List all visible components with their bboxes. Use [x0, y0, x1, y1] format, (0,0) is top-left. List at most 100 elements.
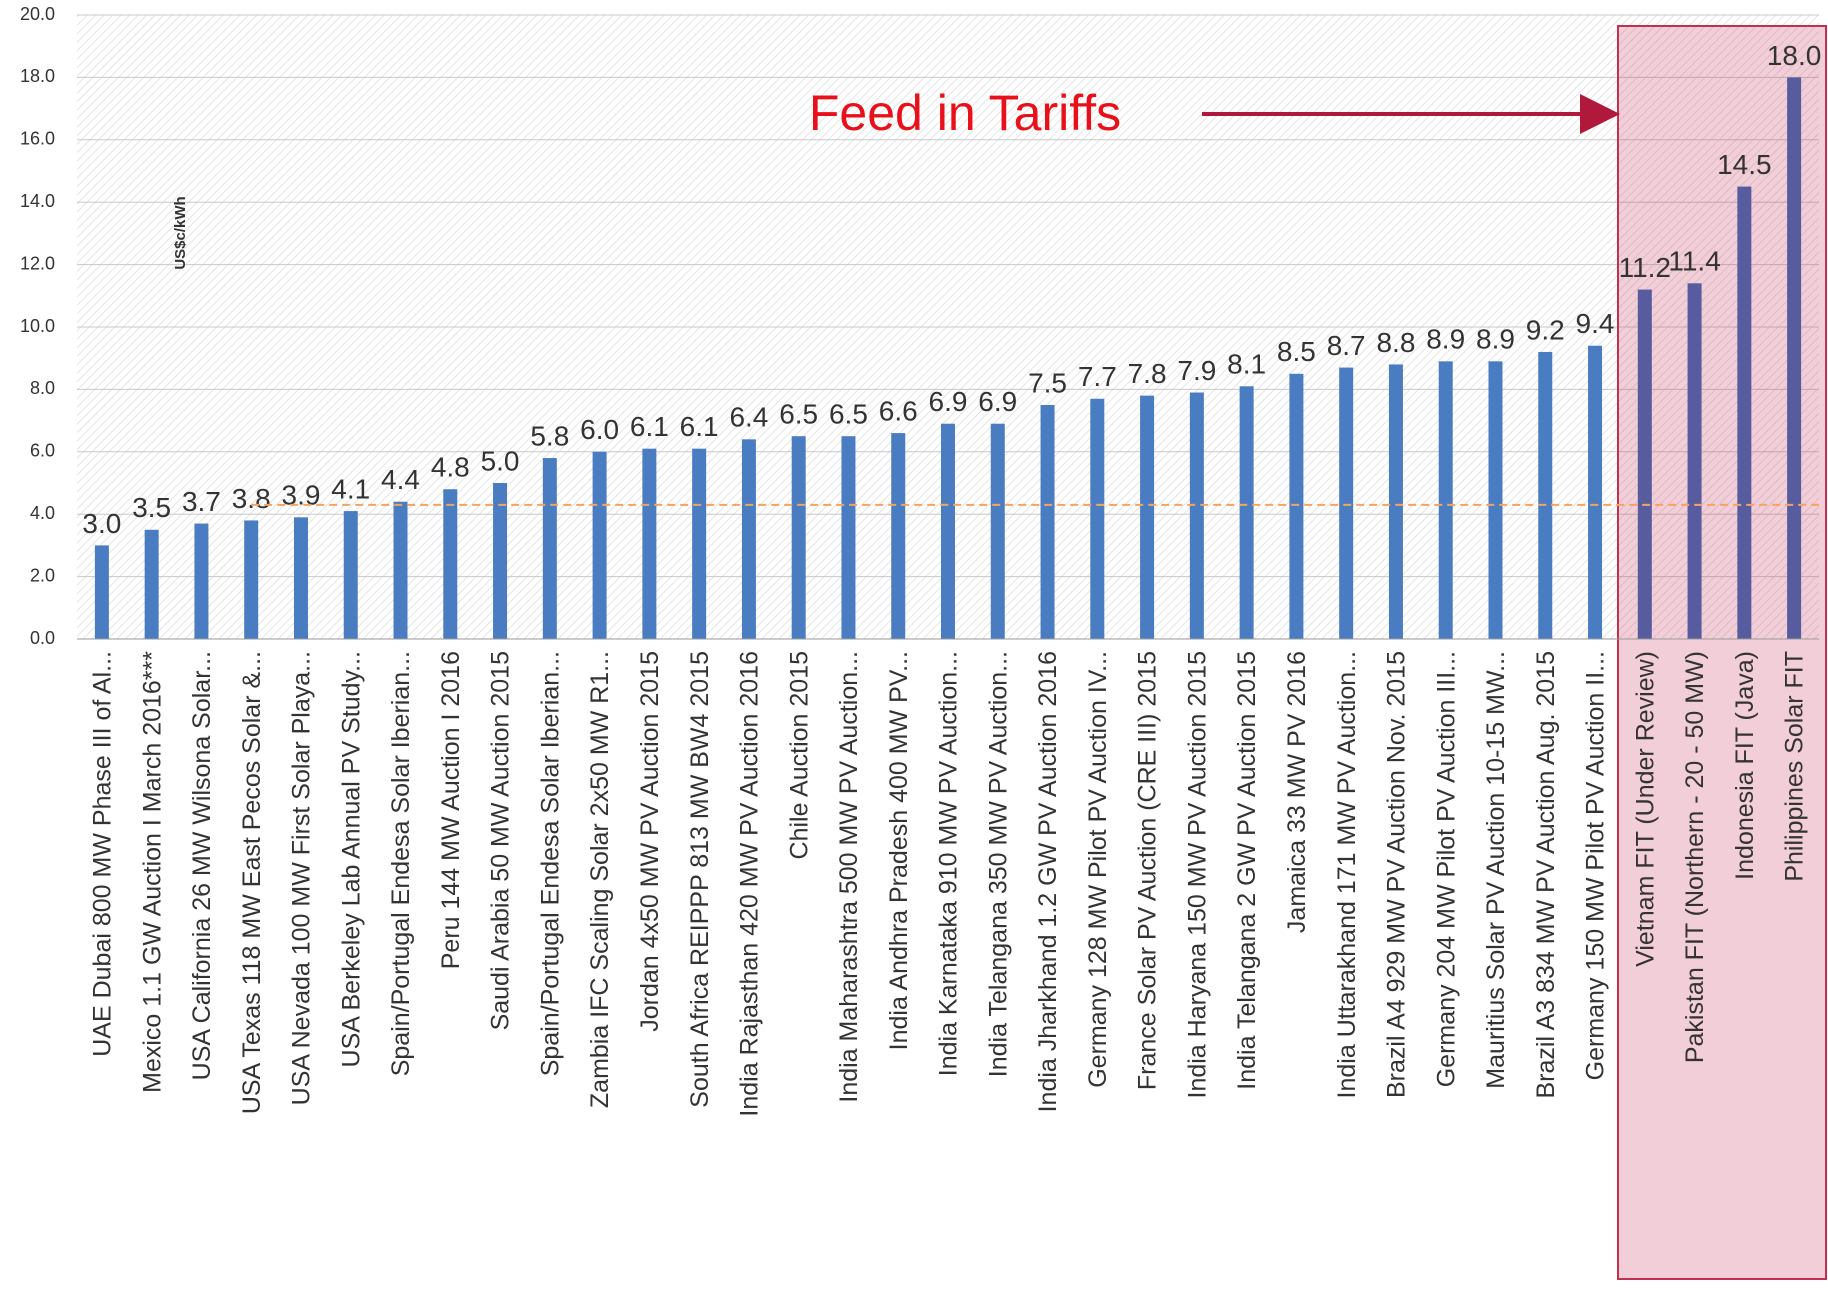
value-label: 6.6: [879, 395, 918, 426]
bar: [692, 448, 707, 639]
value-label: 5.0: [481, 445, 520, 476]
value-label: 7.9: [1177, 355, 1216, 386]
x-tick-label: USA Berkeley Lab Annual PV Study...: [337, 651, 365, 1067]
value-label: 6.5: [779, 399, 818, 430]
x-tick-label: India Telangana 350 MW PV Auction...: [984, 651, 1012, 1077]
value-label: 18.0: [1767, 40, 1822, 71]
value-label: 6.0: [580, 414, 619, 445]
y-tick-label: 2.0: [30, 565, 55, 585]
annotation: Feed in Tariffs: [809, 85, 1121, 141]
bar: [1239, 386, 1254, 639]
bar: [642, 448, 657, 639]
x-tick-label: Pakistan FIT (Northern - 20 - 50 MW): [1681, 651, 1709, 1063]
value-label: 7.8: [1128, 358, 1167, 389]
value-label: 4.8: [431, 452, 470, 483]
value-label: 3.8: [232, 483, 271, 514]
x-tick-label: India Telangana 2 GW PV Auction 2015: [1233, 651, 1261, 1090]
bar: [990, 423, 1005, 639]
bar: [493, 483, 508, 639]
x-tick-label: Indonesia FIT (Java): [1731, 651, 1759, 880]
y-tick-label: 8.0: [30, 378, 55, 398]
value-label: 4.1: [331, 473, 370, 504]
x-tick-label: Spain/Portugal Endesa Solar Iberian...: [387, 651, 415, 1076]
x-tick-label: Vietnam FIT (Under Review): [1631, 651, 1659, 967]
value-label: 6.1: [630, 411, 669, 442]
value-label: 6.9: [929, 386, 968, 417]
bar: [1787, 77, 1802, 639]
bar: [1488, 361, 1503, 639]
value-label: 3.5: [132, 492, 171, 523]
x-tick-label: India Haryana 150 MW PV Auction 2015: [1183, 651, 1211, 1099]
bar: [1588, 345, 1603, 639]
x-tick-label: Chile Auction 2015: [785, 651, 813, 859]
bar: [1438, 361, 1453, 639]
bar: [1637, 289, 1652, 639]
x-tick-label: Brazil A3 834 MW PV Auction Aug. 2015: [1532, 651, 1560, 1099]
value-label: 14.5: [1717, 149, 1772, 180]
value-label: 5.8: [530, 420, 569, 451]
x-tick-label: India Karnataka 910 MW PV Auction...: [935, 651, 963, 1076]
bar: [244, 520, 259, 639]
value-label: 9.2: [1526, 314, 1565, 345]
value-label: 8.9: [1426, 324, 1465, 355]
value-label: 8.9: [1476, 324, 1515, 355]
bar: [791, 436, 806, 639]
bar: [1339, 367, 1354, 639]
bar: [1040, 405, 1055, 639]
bar: [443, 489, 458, 639]
bar: [1538, 351, 1553, 639]
x-tick-label: Germany 128 MW Pilot PV Auction IV...: [1084, 651, 1112, 1088]
x-tick-label: USA Nevada 100 MW First Solar Playa...: [288, 651, 316, 1105]
y-axis-label: US$c/kWh: [172, 196, 189, 269]
x-tick-label: Mauritius Solar PV Auction 10-15 MW...: [1482, 651, 1510, 1089]
value-label: 7.7: [1078, 361, 1117, 392]
bar: [1388, 364, 1403, 639]
bar: [592, 451, 607, 639]
bar: [1189, 392, 1204, 639]
y-tick-label: 16.0: [20, 129, 55, 149]
x-tick-label: India Uttarakhand 171 MW PV Auction...: [1333, 651, 1361, 1098]
value-label: 3.7: [182, 486, 221, 517]
x-tick-label: Peru 144 MW Auction I 2016: [437, 651, 465, 969]
bar: [144, 529, 159, 639]
bar: [741, 439, 756, 639]
x-tick-label: India Andhra Pradesh 400 MW PV...: [885, 651, 913, 1050]
bar: [941, 423, 955, 639]
x-tick-label: Jordan 4x50 MW PV Auction 2015: [636, 651, 664, 1032]
x-tick-label: India Rajasthan 420 MW PV Auction 2016: [736, 651, 764, 1117]
bar: [1140, 395, 1155, 639]
value-label: 11.4: [1668, 246, 1720, 277]
x-tick-label: UAE Dubai 800 MW Phase III of Al...: [88, 651, 116, 1057]
x-tick-label: Germany 150 MW Pilot PV Auction II...: [1582, 651, 1610, 1080]
bar: [393, 501, 408, 639]
x-tick-label: Saudi Arabia 50 MW Auction 2015: [487, 651, 515, 1030]
value-label: 6.5: [829, 399, 868, 430]
y-tick-label: 0.0: [30, 628, 55, 648]
value-label: 8.5: [1277, 336, 1316, 367]
bar: [1289, 373, 1304, 639]
bar: [891, 433, 906, 639]
x-tick-label: Mexico 1.1 GW Auction I March 2016***: [138, 651, 166, 1093]
x-tick-label: Philippines Solar FIT: [1781, 651, 1809, 882]
x-tick-label: Zambia IFC Scaling Solar 2x50 MW R1...: [586, 651, 614, 1108]
x-tick-label: Germany 204 MW Pilot PV Auction III...: [1432, 651, 1460, 1087]
value-label: 6.1: [680, 411, 719, 442]
bar: [194, 523, 209, 639]
y-tick-label: 4.0: [30, 503, 55, 523]
value-label: 4.4: [381, 464, 420, 495]
bar: [542, 458, 557, 639]
bar: [1090, 398, 1105, 639]
x-tick-label: South Africa REIPPP 813 MW BW4 2015: [686, 651, 714, 1108]
bar: [1687, 283, 1702, 639]
value-label: 7.5: [1028, 367, 1067, 398]
value-label: 6.9: [978, 386, 1017, 417]
x-tick-label: India Maharashtra 500 MW PV Auction...: [835, 651, 863, 1103]
x-tick-label: France Solar PV Auction (CRE III) 2015: [1134, 651, 1162, 1090]
bar: [841, 436, 856, 639]
y-tick-label: 6.0: [30, 441, 55, 461]
bar: [94, 545, 109, 639]
value-label: 3.9: [282, 480, 321, 511]
value-label: 8.1: [1227, 349, 1266, 380]
value-label: 9.4: [1576, 308, 1615, 339]
